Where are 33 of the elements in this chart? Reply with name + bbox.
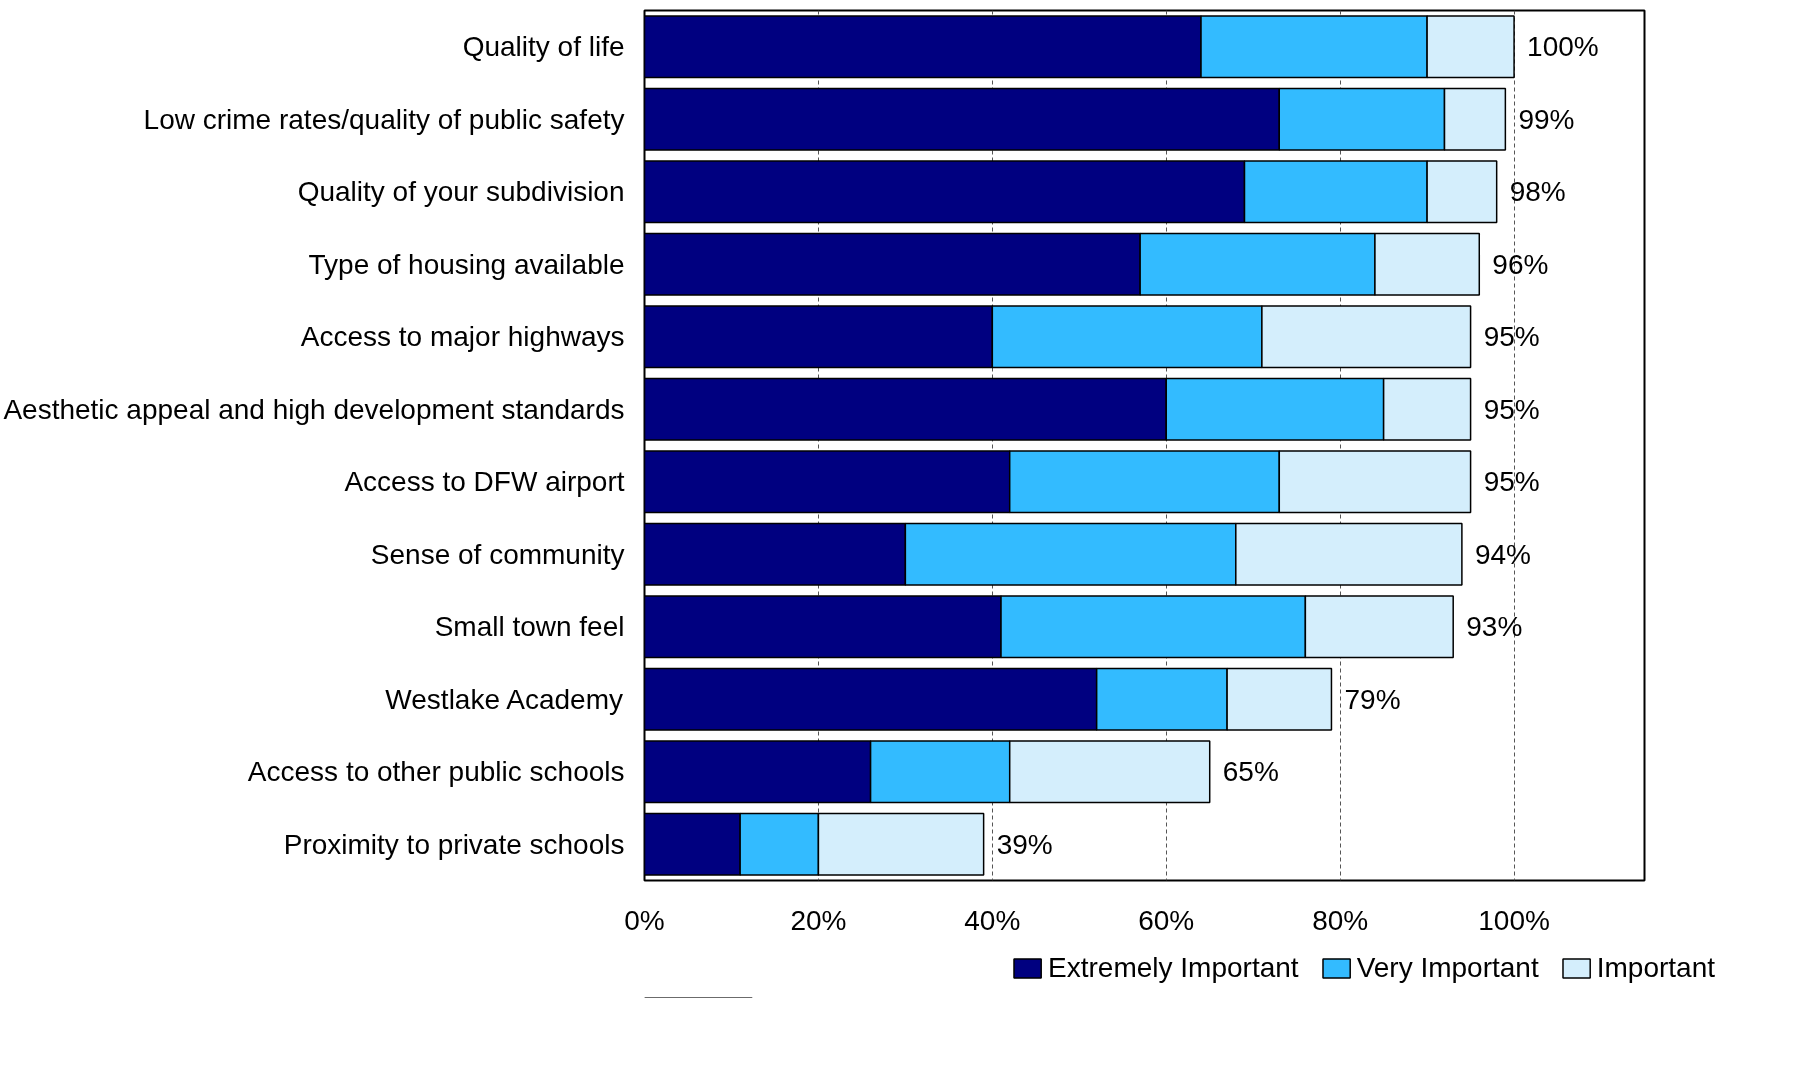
legend-label: Extremely Important bbox=[1048, 952, 1299, 984]
total-label: 100% bbox=[1527, 31, 1599, 63]
x-tick-label: 20% bbox=[790, 904, 847, 936]
total-label: 39% bbox=[996, 828, 1053, 860]
total-label: 99% bbox=[1518, 103, 1575, 135]
total-label: 96% bbox=[1492, 248, 1549, 280]
total-label: 95% bbox=[1483, 393, 1540, 425]
x-tick-label: 60% bbox=[1138, 904, 1195, 936]
y-tick-label: Sense of community bbox=[370, 538, 625, 570]
y-tick-label: Low crime rates/quality of public safety bbox=[143, 103, 625, 135]
y-tick-label: Westlake Academy bbox=[385, 683, 623, 715]
x-tick-label: 0% bbox=[624, 904, 665, 936]
y-tick-label: Proximity to private schools bbox=[283, 828, 625, 860]
y-tick-label: Access to major highways bbox=[300, 321, 625, 353]
legend-label: Very Important bbox=[1356, 952, 1539, 984]
y-tick-label: Quality of life bbox=[462, 31, 625, 63]
x-tick-label: 40% bbox=[964, 904, 1021, 936]
x-tick-label: 100% bbox=[1478, 904, 1550, 936]
y-tick-label: Access to DFW airport bbox=[344, 466, 625, 498]
y-tick-label: Access to other public schools bbox=[247, 756, 625, 788]
y-tick-label: Aesthetic appeal and high development standards bbox=[3, 393, 625, 425]
total-label: 65% bbox=[1222, 756, 1279, 788]
y-tick-label: Small town feel bbox=[434, 611, 625, 643]
total-label: 93% bbox=[1466, 611, 1523, 643]
total-label: 79% bbox=[1344, 683, 1401, 715]
x-tick-label: 80% bbox=[1312, 904, 1369, 936]
total-label: 95% bbox=[1483, 321, 1540, 353]
total-label: 98% bbox=[1509, 176, 1566, 208]
legend-label: Important bbox=[1596, 952, 1715, 984]
total-label: 95% bbox=[1483, 466, 1540, 498]
y-tick-label: Quality of your subdivision bbox=[297, 176, 625, 208]
total-label: 94% bbox=[1474, 538, 1531, 570]
y-tick-label: Type of housing available bbox=[308, 248, 625, 280]
